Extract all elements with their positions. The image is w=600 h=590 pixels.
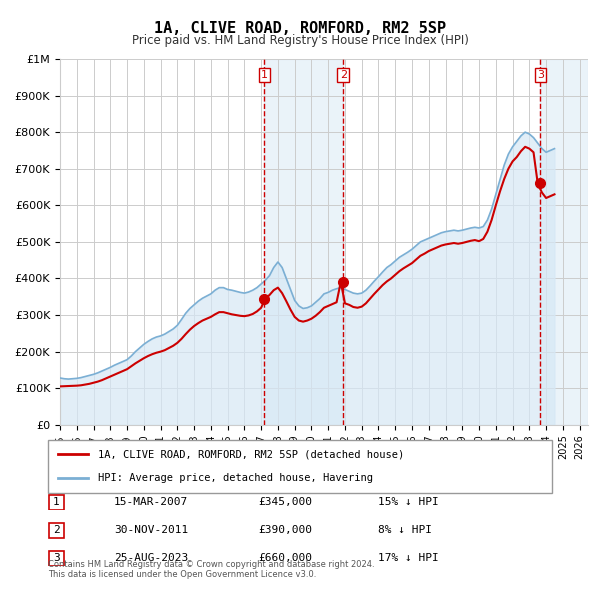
Text: Contains HM Land Registry data © Crown copyright and database right 2024.
This d: Contains HM Land Registry data © Crown c… (48, 560, 374, 579)
Text: 30-NOV-2011: 30-NOV-2011 (114, 526, 188, 535)
FancyBboxPatch shape (48, 440, 552, 493)
Text: 3: 3 (537, 70, 544, 80)
Text: 15-MAR-2007: 15-MAR-2007 (114, 497, 188, 507)
Bar (265, 59, 343, 425)
FancyBboxPatch shape (49, 523, 64, 538)
Text: 3: 3 (53, 553, 60, 563)
Text: 17% ↓ HPI: 17% ↓ HPI (378, 553, 439, 563)
Text: 1: 1 (53, 497, 60, 507)
Text: 8% ↓ HPI: 8% ↓ HPI (378, 526, 432, 535)
Text: HPI: Average price, detached house, Havering: HPI: Average price, detached house, Have… (98, 473, 373, 483)
FancyBboxPatch shape (49, 494, 64, 510)
Text: £345,000: £345,000 (258, 497, 312, 507)
Text: 25-AUG-2023: 25-AUG-2023 (114, 553, 188, 563)
Text: 1A, CLIVE ROAD, ROMFORD, RM2 5SP (detached house): 1A, CLIVE ROAD, ROMFORD, RM2 5SP (detach… (98, 450, 404, 460)
Text: 15% ↓ HPI: 15% ↓ HPI (378, 497, 439, 507)
Text: 2: 2 (53, 526, 60, 535)
Text: £660,000: £660,000 (258, 553, 312, 563)
Text: Price paid vs. HM Land Registry's House Price Index (HPI): Price paid vs. HM Land Registry's House … (131, 34, 469, 47)
Text: 1A, CLIVE ROAD, ROMFORD, RM2 5SP: 1A, CLIVE ROAD, ROMFORD, RM2 5SP (154, 21, 446, 35)
Bar (540, 59, 588, 425)
Text: 2: 2 (340, 70, 347, 80)
Text: £390,000: £390,000 (258, 526, 312, 535)
FancyBboxPatch shape (49, 550, 64, 566)
Text: 1: 1 (261, 70, 268, 80)
